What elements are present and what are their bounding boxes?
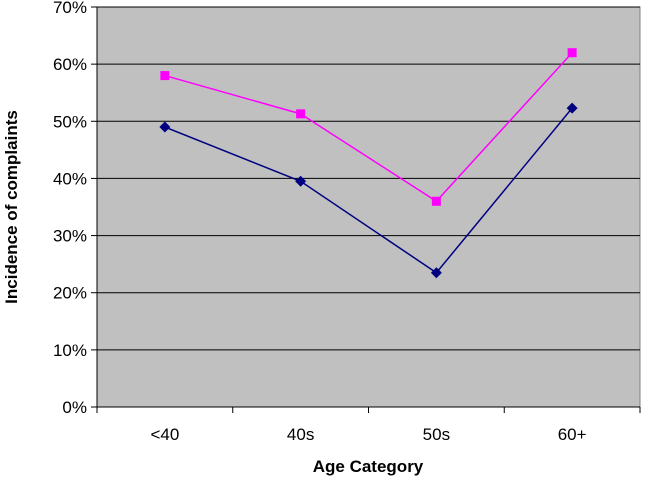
series-1-point-1: [295, 175, 307, 187]
series-1-line: [164, 107, 573, 274]
x-tick-label-0: <40: [150, 425, 179, 444]
x-axis-title: Age Category: [313, 457, 424, 476]
y-tick-label-3: 30%: [53, 227, 87, 246]
y-tick-label-1: 10%: [53, 341, 87, 360]
x-tick-label-2: 50s: [423, 425, 450, 444]
y-tick-label-7: 70%: [53, 0, 87, 17]
y-tick-label-2: 20%: [53, 284, 87, 303]
x-tick-label-1: 40s: [287, 425, 314, 444]
series-0-line: [164, 52, 573, 203]
x-tick-label-3: 60+: [558, 425, 587, 444]
series-0: [160, 48, 577, 206]
series-1: [159, 102, 578, 279]
y-axis-title: Incidence of complaints: [2, 110, 21, 304]
x-tick-labels: <40 40s 50s 60+: [96, 407, 641, 444]
series-1-point-0: [159, 121, 171, 133]
gridlines: [97, 6, 640, 351]
series-1-point-2: [430, 267, 442, 279]
y-tick-label-6: 60%: [53, 55, 87, 74]
series-0-point-2: [431, 196, 441, 206]
series-1-point-3: [566, 102, 578, 114]
series-0-point-1: [296, 109, 306, 119]
series-0-point-0: [160, 71, 170, 81]
y-tick-label-0: 0%: [62, 398, 87, 417]
y-tick-label-5: 50%: [53, 112, 87, 131]
y-tick-labels: 0% 10% 20% 30% 40% 50% 60% 70%: [53, 0, 97, 417]
y-tick-label-4: 40%: [53, 169, 87, 188]
series-layer: [159, 48, 578, 279]
plot-area: [96, 6, 641, 408]
series-0-point-3: [567, 48, 577, 58]
